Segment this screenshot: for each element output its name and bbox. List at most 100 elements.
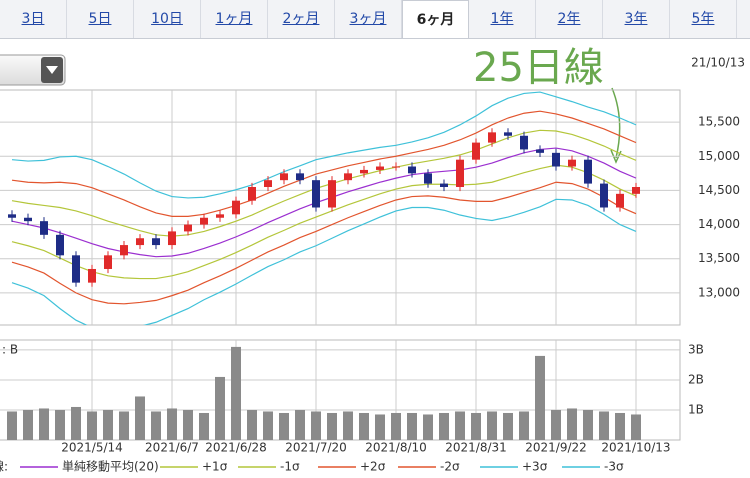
volume-bar xyxy=(407,412,417,440)
candle-body xyxy=(248,187,256,201)
plot: 13,000 13,500 14,000 14,500 15,000 15,500 1B 2B… xyxy=(0,89,740,474)
legend-label: 単純移動平均(20) xyxy=(62,460,159,474)
dropdown-arrow xyxy=(46,66,58,74)
legend-label: +2σ xyxy=(360,460,386,474)
tab[interactable]: 10日 xyxy=(134,0,201,38)
candle-body xyxy=(152,238,160,246)
volume-bar xyxy=(487,411,497,440)
legend-label: +3σ xyxy=(522,460,548,474)
x-tick-label: 2021/9/22 xyxy=(525,441,587,455)
y-tick-label: 15,000 xyxy=(698,149,740,163)
tab[interactable]: 5日 xyxy=(67,0,134,38)
tab[interactable]: 2ヶ月 xyxy=(268,0,335,38)
candle-body xyxy=(360,169,368,174)
volume-bar xyxy=(279,412,289,440)
candle-body xyxy=(104,255,112,269)
x-tick-label: 2021/8/10 xyxy=(365,441,427,455)
volume-bar xyxy=(119,411,129,440)
volume-bar xyxy=(55,409,65,440)
x-tick-label: 2021/10/13 xyxy=(601,441,670,455)
volume-bar xyxy=(167,408,177,440)
volume-bar xyxy=(263,411,273,440)
volume-unit: : B xyxy=(2,343,18,357)
candle-body xyxy=(168,231,176,246)
volume-bar xyxy=(359,412,369,440)
tab[interactable]: 6ヶ月 xyxy=(402,0,469,38)
legend-label: +1σ xyxy=(202,460,228,474)
legend-label: -1σ xyxy=(280,460,300,474)
candle-body xyxy=(56,234,64,256)
tab[interactable]: 3日 xyxy=(0,0,67,38)
annotation-arrowhead xyxy=(610,149,622,164)
candle-body xyxy=(8,214,16,218)
candle-body xyxy=(120,245,128,256)
candle-body xyxy=(536,149,544,153)
volume-bar xyxy=(135,396,145,440)
volume-bar xyxy=(23,409,33,440)
volume-bar xyxy=(631,414,641,440)
tab[interactable]: 5年 xyxy=(670,0,737,38)
band-line xyxy=(11,147,637,258)
band-line xyxy=(11,198,637,325)
volume-bar xyxy=(311,411,321,440)
tab[interactable]: 1年 xyxy=(469,0,536,38)
legend-title: 線: xyxy=(0,459,8,474)
volume-bar xyxy=(535,355,545,440)
candle-body xyxy=(24,217,32,222)
volume-bar xyxy=(455,411,465,440)
volume-bar xyxy=(439,412,449,440)
volume-frame xyxy=(0,339,681,441)
volume-bar xyxy=(583,409,593,440)
volume-bar xyxy=(215,376,225,440)
legend-label: -2σ xyxy=(440,460,460,474)
volume-bar xyxy=(567,408,577,440)
date: 21/10/13 xyxy=(691,56,745,70)
band-line xyxy=(11,181,637,305)
volume-bar xyxy=(391,412,401,440)
x-tick-label: 2021/6/28 xyxy=(205,441,267,455)
candle-body xyxy=(264,180,272,188)
y-tick-label: 1B xyxy=(688,402,704,416)
x-tick-label: 2021/6/7 xyxy=(145,441,199,455)
candle-body xyxy=(600,183,608,208)
tab[interactable]: 3ヶ月 xyxy=(335,0,402,38)
candle-body xyxy=(408,166,416,174)
tab[interactable]: 3年 xyxy=(603,0,670,38)
band-line xyxy=(11,164,637,280)
candle-body xyxy=(136,238,144,246)
x-tick-label: 2021/5/14 xyxy=(61,441,123,455)
band-line xyxy=(11,91,637,199)
candle-body xyxy=(584,159,592,184)
x-tick-label: 2021/7/20 xyxy=(285,441,347,455)
volume-bar xyxy=(231,346,241,440)
candle-body xyxy=(184,224,192,232)
candle-body xyxy=(488,132,496,143)
x-tick-label: 2021/8/31 xyxy=(445,441,507,455)
volume-bar xyxy=(551,409,561,440)
candle-body xyxy=(328,180,336,208)
volume-bar xyxy=(199,412,209,440)
candle-body xyxy=(280,173,288,181)
candle-body xyxy=(568,159,576,167)
volume-bar xyxy=(103,409,113,440)
volume-bar xyxy=(327,412,337,440)
band-line xyxy=(11,110,637,217)
band-line xyxy=(11,129,637,237)
tab[interactable]: 2年 xyxy=(536,0,603,38)
candle-body xyxy=(504,132,512,136)
candle-body xyxy=(200,217,208,225)
volume-bar xyxy=(151,411,161,440)
volume-bar xyxy=(375,414,385,440)
candle-body xyxy=(632,187,640,194)
candle-body xyxy=(344,173,352,181)
tab[interactable]: 1ヶ月 xyxy=(201,0,268,38)
candle-body xyxy=(472,142,480,160)
volume-bar xyxy=(247,409,257,440)
volume-bar xyxy=(71,406,81,440)
y-tick-label: 2B xyxy=(688,372,704,386)
candle-body xyxy=(72,255,80,283)
volume-bar xyxy=(471,412,481,440)
annotation-arrow xyxy=(611,87,621,159)
volume-bar xyxy=(87,411,97,440)
